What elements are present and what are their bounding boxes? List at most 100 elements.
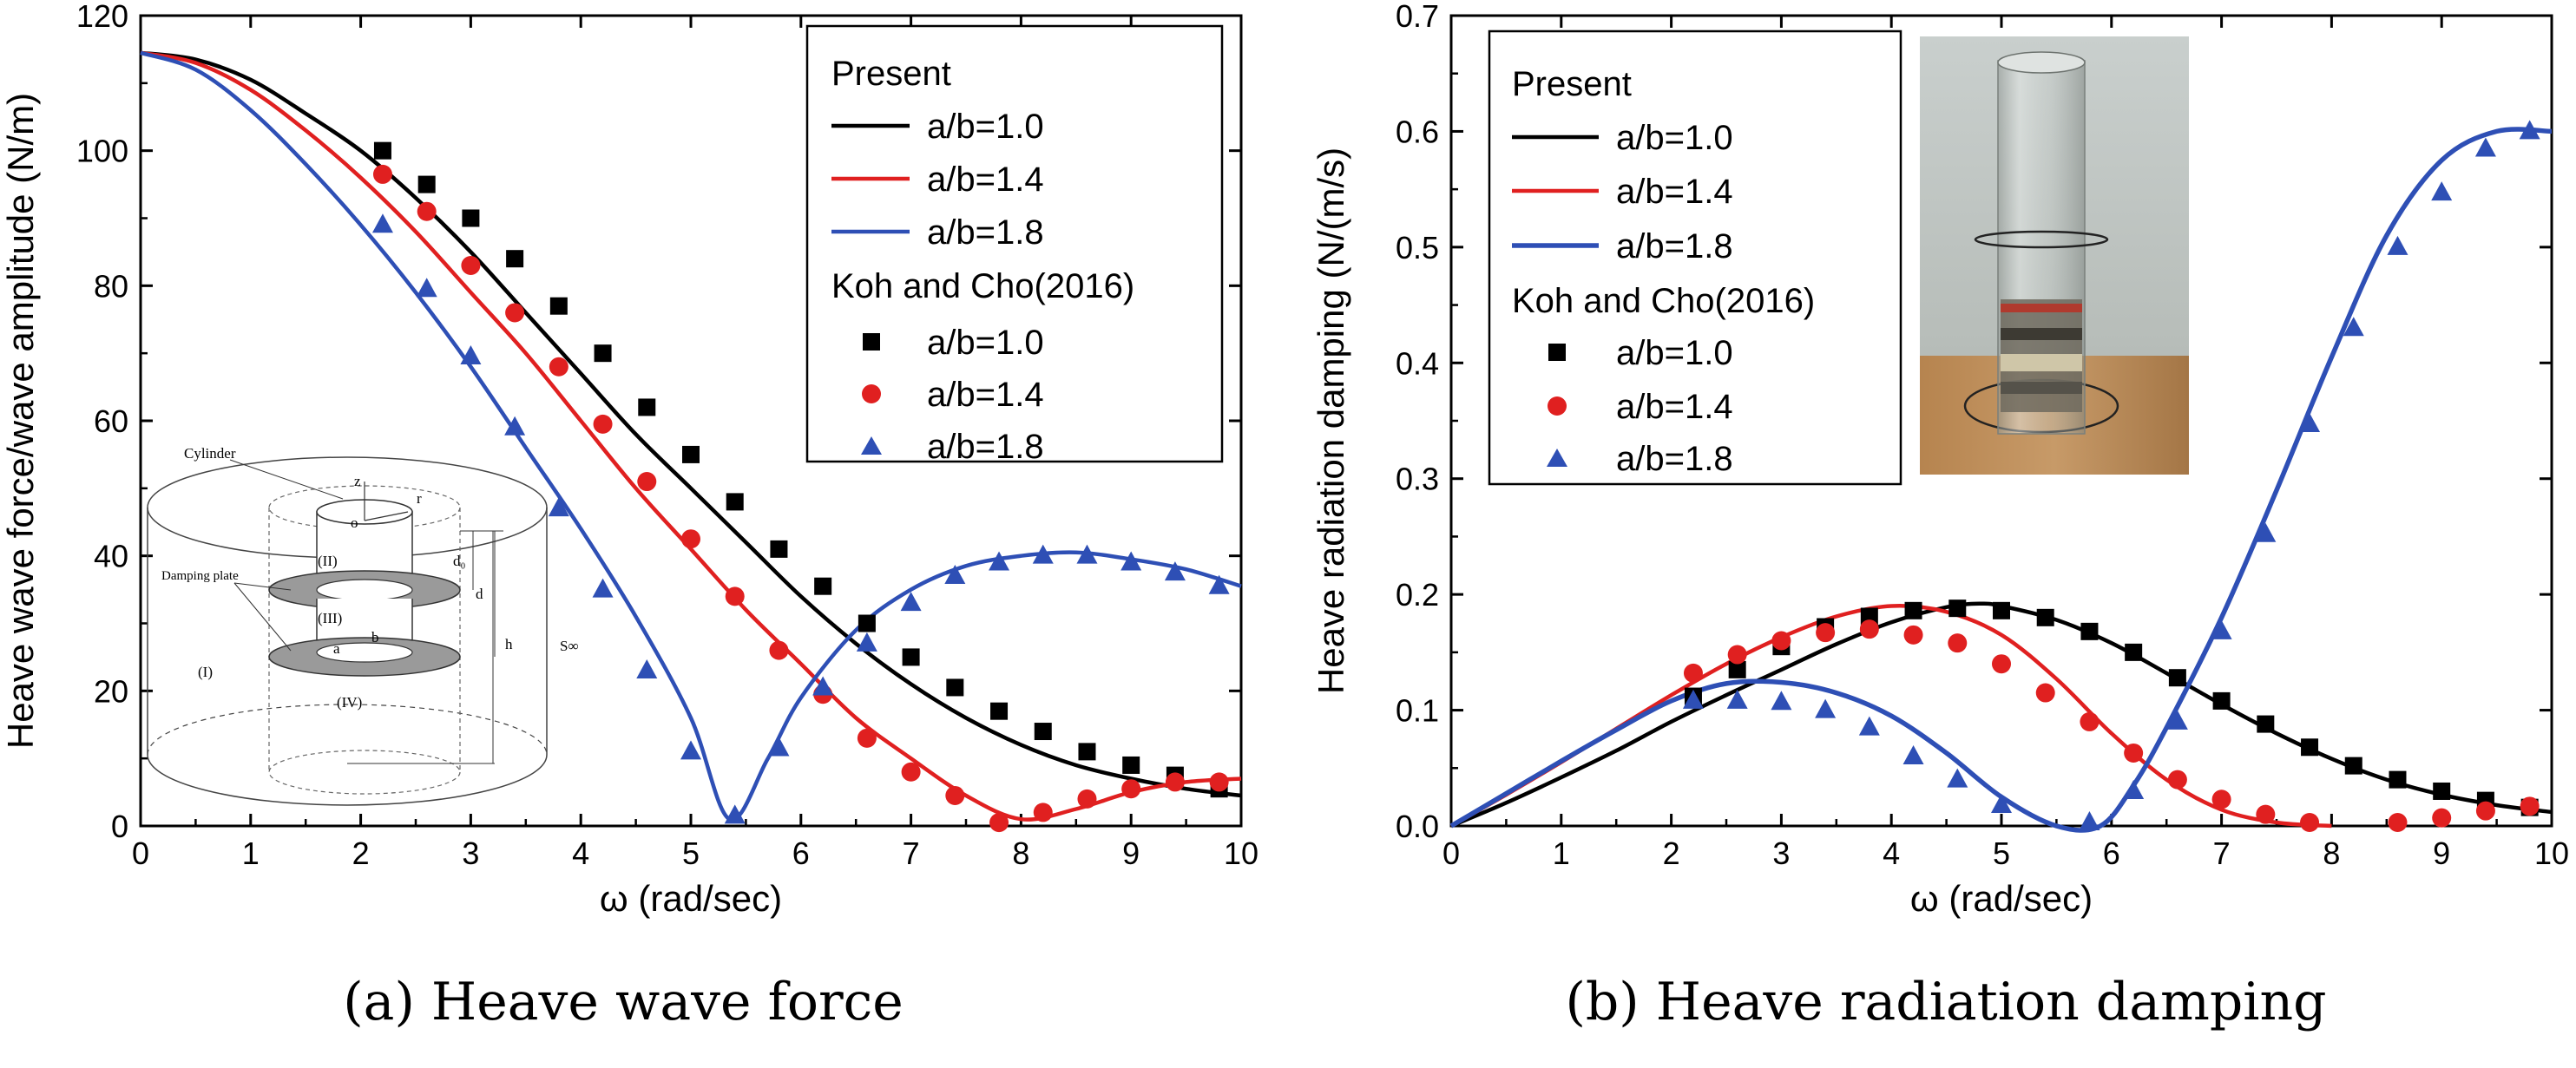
marker-triangle-b [1947,768,1968,788]
x-tick-label-a: 9 [1122,835,1140,871]
x-tick-label-a: 3 [462,835,479,871]
y-tick-label-b: 0.5 [1396,230,1439,265]
marker-square-b [2301,738,2319,757]
legend-a-label-6: a/b=1.8 [927,428,1044,466]
y-tick-label-b: 0.1 [1396,693,1439,729]
marker-square-a [770,540,788,558]
marker-triangle-a [944,565,966,585]
marker-triangle-b [1858,716,1880,736]
marker-square-a [990,702,1009,720]
x-tick-label-b: 10 [2534,835,2569,871]
legend-b-label-2: a/b=1.4 [1616,173,1733,211]
x-tick-label-b: 5 [1993,835,2010,871]
marker-triangle-a [416,278,437,298]
marker-triangle-b [1902,744,1924,764]
schematic-label-damping-plate: Damping plate [161,569,239,583]
x-tick-label-a: 10 [1224,835,1258,871]
line-series-a-2 [140,50,1242,822]
x-axis-label-b: ω (rad/sec) [1910,878,2093,919]
photo-band-3 [2001,354,2082,371]
marker-circle-b [1816,623,1836,643]
photo-red-band [2001,304,2082,312]
schematic-label-region-3: (III) [318,610,342,626]
marker-triangle-a [724,804,746,824]
marker-triangle-b [1726,689,1748,709]
marker-circle-a [505,303,525,323]
marker-triangle-a [1076,544,1098,564]
schematic-label-d: d [476,586,483,602]
y-tick-label-a: 40 [94,539,128,574]
photo-tube-top [1997,51,2086,74]
schematic-label-b: b [371,629,379,645]
marker-circle-a [461,255,481,275]
marker-circle-b [1683,663,1703,683]
marker-circle-b [1771,631,1791,651]
legend-a: Present a/b=1.0 a/b=1.4 a/b=1.8 Koh and … [805,24,1224,466]
y-tick-label-a: 100 [76,134,128,169]
marker-circle-a [593,414,613,434]
marker-circle-a [769,640,789,660]
x-tick-label-a: 7 [903,835,920,871]
schematic-label-region-4: (IV) [337,694,362,711]
legend-a-marker-square [863,333,880,351]
marker-triangle-a [504,416,526,436]
schematic-label-s-inf: S∞ [560,638,579,654]
panel-b: 0 1 2 3 4 5 6 7 8 9 10 0.0 0.1 0.2 0.3 0.4 0.5 0.6 0.7 [1311,0,2569,1032]
marker-triangle-b [2387,235,2408,255]
marker-triangle-a [1120,551,1142,571]
x-tick-label-a: 1 [242,835,260,871]
marker-triangle-a [768,737,790,757]
legend-a-group-present: Present [831,55,951,93]
marker-triangle-a [371,213,393,233]
legend-b-marker-circle [1548,396,1567,416]
marker-square-a [549,297,568,315]
marker-triangle-b [2431,181,2453,201]
legend-a-group-koh: Koh and Cho(2016) [831,267,1134,305]
x-axis-label-a: ω (rad/sec) [600,878,782,919]
marker-square-b [1948,600,1967,618]
marker-square-b [1904,601,1922,619]
marker-circle-a [417,201,437,221]
photo-damping-plate-upper [1974,230,2109,249]
x-tick-label-b: 9 [2433,835,2450,871]
photo-band-2 [2001,328,2082,340]
caption-a: (a) Heave wave force [343,972,903,1032]
marker-square-b [2080,622,2099,640]
legend-a-label-5: a/b=1.4 [927,376,1044,414]
marker-circle-a [857,728,877,748]
marker-square-a [858,614,876,632]
marker-circle-a [1165,772,1185,792]
marker-triangle-b [1682,689,1704,709]
marker-circle-a [1033,803,1053,822]
marker-circle-a [681,529,700,549]
marker-triangle-b [2299,413,2321,433]
marker-circle-b [2167,770,2187,790]
marker-square-a [902,648,920,666]
legend-a-label-4: a/b=1.0 [927,324,1044,362]
marker-circle-a [637,472,657,492]
marker-triangle-a [1208,574,1230,594]
schematic-label-z: z [354,473,361,489]
marker-triangle-b [2079,810,2100,830]
schematic-label-region-1: (I) [198,664,213,680]
legend-b-label-3: a/b=1.8 [1616,227,1733,265]
marker-square-a [1034,723,1052,741]
y-tick-label-b: 0.3 [1396,462,1439,497]
marker-square-b [2036,608,2054,626]
schematic-label-d0: d₀ [453,553,466,569]
tick-labels-b: 0 1 2 3 4 5 6 7 8 9 10 0.0 0.1 0.2 0.3 0.4 0.5 0.6 0.7 [1396,0,2569,871]
x-tick-label-b: 6 [2103,835,2120,871]
y-tick-label-b: 0.0 [1396,809,1439,844]
series-markers-a [371,141,1230,833]
schematic-inset: Cylinder z r o Damping plate (I) (II) (I… [147,445,579,806]
marker-circle-b [1903,625,1923,645]
legend-b-group-present: Present [1512,65,1632,103]
marker-triangle-b [1991,793,2012,813]
marker-circle-a [725,586,745,606]
marker-square-a [726,493,744,511]
marker-triangle-a [1032,544,1054,564]
legend-b-label-6: a/b=1.8 [1616,440,1733,478]
x-tick-label-a: 4 [572,835,589,871]
legend-a-label-1: a/b=1.0 [927,108,1044,146]
legend-a-label-3: a/b=1.8 [927,213,1044,252]
